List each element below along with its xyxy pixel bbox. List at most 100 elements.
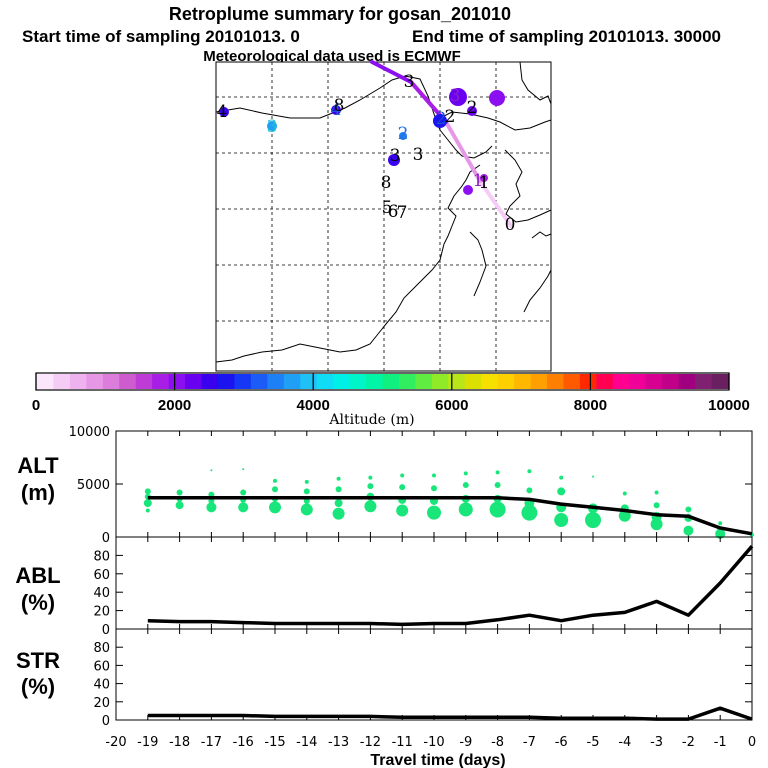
x-tick-label: -4 (618, 735, 631, 750)
colorbar-cell (695, 374, 713, 389)
cluster-point (462, 482, 469, 489)
x-tick-label: -9 (459, 735, 472, 750)
cluster-point (399, 484, 406, 491)
day-label: 2 (398, 124, 409, 144)
colorbar-cell (514, 374, 532, 389)
panel-str: 0 20 40 60 80 (93, 628, 753, 729)
x-tick-label: -1 (714, 735, 727, 750)
cluster-point (273, 478, 277, 483)
x-tick-label: -13 (328, 735, 349, 750)
cluster-point (210, 469, 213, 472)
x-tick-label: -16 (233, 735, 254, 750)
cluster-point (334, 499, 343, 508)
colorbar-cell (431, 374, 449, 389)
y-tick-label: 40 (93, 586, 110, 601)
cluster-point (238, 502, 249, 513)
colorbar-tick-label: 8000 (574, 397, 607, 414)
x-tick-label: -20 (105, 735, 126, 750)
colorbar-cell (563, 374, 581, 389)
colorbar-cell (464, 374, 482, 389)
y-tick-label: 0 (102, 714, 110, 729)
colorbar-cell (530, 374, 548, 389)
colorbar-cell (497, 374, 515, 389)
cluster-point (718, 521, 723, 526)
series-line (147, 545, 754, 627)
x-tick-label: -17 (201, 735, 222, 750)
plume-cluster-circle (331, 105, 341, 115)
colorbar-cell (579, 374, 597, 389)
colorbar-cell (382, 374, 400, 389)
x-tick-label: -10 (423, 735, 444, 750)
panel-abl: 0 20 40 60 80 (93, 536, 754, 638)
x-tick-label: -8 (491, 735, 504, 750)
day-label: 7 (397, 203, 408, 223)
cluster-point (269, 501, 281, 514)
trajectory-segment (444, 120, 482, 183)
colorbar-cell (250, 374, 268, 389)
y-tick-label: 80 (93, 641, 110, 656)
colorbar-label: Altitude (m) (328, 412, 414, 428)
cluster-point (304, 479, 309, 484)
colorbar-cell (234, 374, 252, 389)
alt-label-line2: (m) (21, 480, 55, 505)
day-label: 1 (479, 173, 490, 193)
cluster-point (685, 506, 692, 513)
plume-cluster-circle (433, 114, 447, 128)
cluster-point (653, 502, 660, 509)
plume-cluster-circle (399, 132, 407, 140)
x-tick-label: -3 (650, 735, 663, 750)
colorbar-cell (283, 374, 301, 389)
cluster-point (432, 473, 436, 478)
plume-cluster-circle (449, 88, 467, 106)
y-tick-label: 0 (102, 531, 110, 546)
cluster-point (206, 502, 217, 513)
map-graticule (216, 62, 551, 371)
cluster-point (175, 501, 184, 510)
met-data: Meteorological data used is ECMWF (203, 48, 461, 65)
colorbar-cell (201, 374, 219, 389)
cluster-point (336, 476, 341, 481)
colorbar-cell (366, 374, 384, 389)
cluster-point (463, 471, 468, 476)
colorbar-cell (349, 374, 367, 389)
colorbar-cell (152, 374, 170, 389)
cluster-point (303, 488, 310, 495)
x-tick-label: -7 (523, 735, 536, 750)
cluster-point (592, 475, 594, 478)
panel-frame (115, 536, 753, 630)
cluster-point (458, 502, 473, 517)
x-tick-label: -6 (555, 735, 568, 750)
day-label: 3 (413, 145, 424, 165)
main-title: Retroplume summary for gosan_201010 (169, 4, 511, 24)
day-label: 3 (450, 86, 461, 106)
x-axis: -20 -19 -18 -17 -16 -15 -14 -13 -12 -11 -10 -9 -8 -7-… (105, 735, 756, 750)
colorbar-cell (119, 374, 137, 389)
cluster-point (367, 483, 374, 490)
cluster-point (396, 504, 409, 517)
end-time: End time of sampling 20101013. 30000 (412, 27, 721, 46)
cluster-point (427, 505, 441, 520)
day-label: 0 (505, 215, 516, 235)
day-label: 2 (436, 109, 447, 129)
altitude-colorbar: 0 2000 4000 6000 8000 10000 Altitude (m) (32, 372, 750, 428)
y-tick-label: 10000 (69, 425, 110, 440)
day-label: 3 (404, 72, 415, 92)
day-label: 2 (467, 98, 478, 118)
day-label: 5 (382, 198, 393, 218)
y-tick-label: 5000 (77, 478, 110, 493)
plume-cluster-circle (388, 154, 400, 166)
day-label: 4 (331, 100, 342, 120)
cluster-point (143, 499, 152, 508)
colorbar-cell (481, 374, 499, 389)
colorbar-tick-label: 10000 (708, 397, 750, 414)
panel-frame (115, 628, 753, 721)
alt-label-line1: ALT (17, 453, 59, 478)
x-tick-label: -12 (360, 735, 381, 750)
trajectory-segment (370, 60, 413, 84)
y-tick-label: 0 (102, 623, 110, 638)
colorbar-cell (398, 374, 417, 389)
colorbar-cell (185, 374, 203, 389)
day-label: 2 (445, 107, 456, 127)
cluster-point (554, 513, 569, 528)
x-tick-label: -5 (587, 735, 600, 750)
